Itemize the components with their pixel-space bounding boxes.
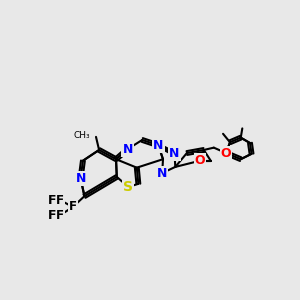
Text: S: S	[123, 180, 133, 194]
Text: N: N	[153, 139, 164, 152]
Text: N: N	[169, 147, 180, 160]
Text: F: F	[56, 194, 64, 206]
Text: CH₃: CH₃	[73, 131, 90, 140]
Text: N: N	[122, 143, 133, 156]
Text: O: O	[221, 146, 231, 160]
Text: F: F	[47, 209, 56, 222]
Text: F: F	[69, 200, 77, 213]
Text: O: O	[195, 154, 205, 167]
Text: F: F	[47, 194, 56, 206]
Text: N: N	[157, 167, 167, 180]
Text: N: N	[75, 172, 86, 185]
Text: F: F	[56, 209, 64, 222]
